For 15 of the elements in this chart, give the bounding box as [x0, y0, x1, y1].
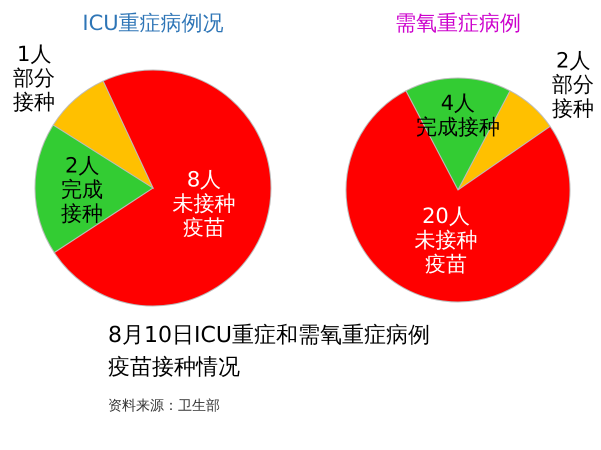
slice-label: 未接种疫苗 [172, 192, 236, 240]
data-label: 4人 [440, 90, 476, 115]
slice-label: 部分接种 [13, 66, 56, 114]
data-label: 2人 [556, 48, 590, 73]
slice-label: 未接种疫苗 [414, 228, 478, 276]
text: 资料来源：卫生部 [108, 398, 220, 414]
slice-label: 部分接种 [552, 72, 594, 121]
data-label: 8人 [186, 168, 222, 192]
slice-label: 完成接种 [61, 178, 104, 226]
data-label: 1人 [17, 42, 52, 66]
data-label: 20人 [422, 204, 470, 228]
text: 8月10日ICU重症和需氧重症病例疫苗接种情况 [108, 323, 430, 380]
data-label: 2人 [65, 154, 100, 178]
chart-title: ICU重症病例况 [82, 11, 224, 35]
chart-title: 需氧重症病例 [395, 11, 521, 35]
